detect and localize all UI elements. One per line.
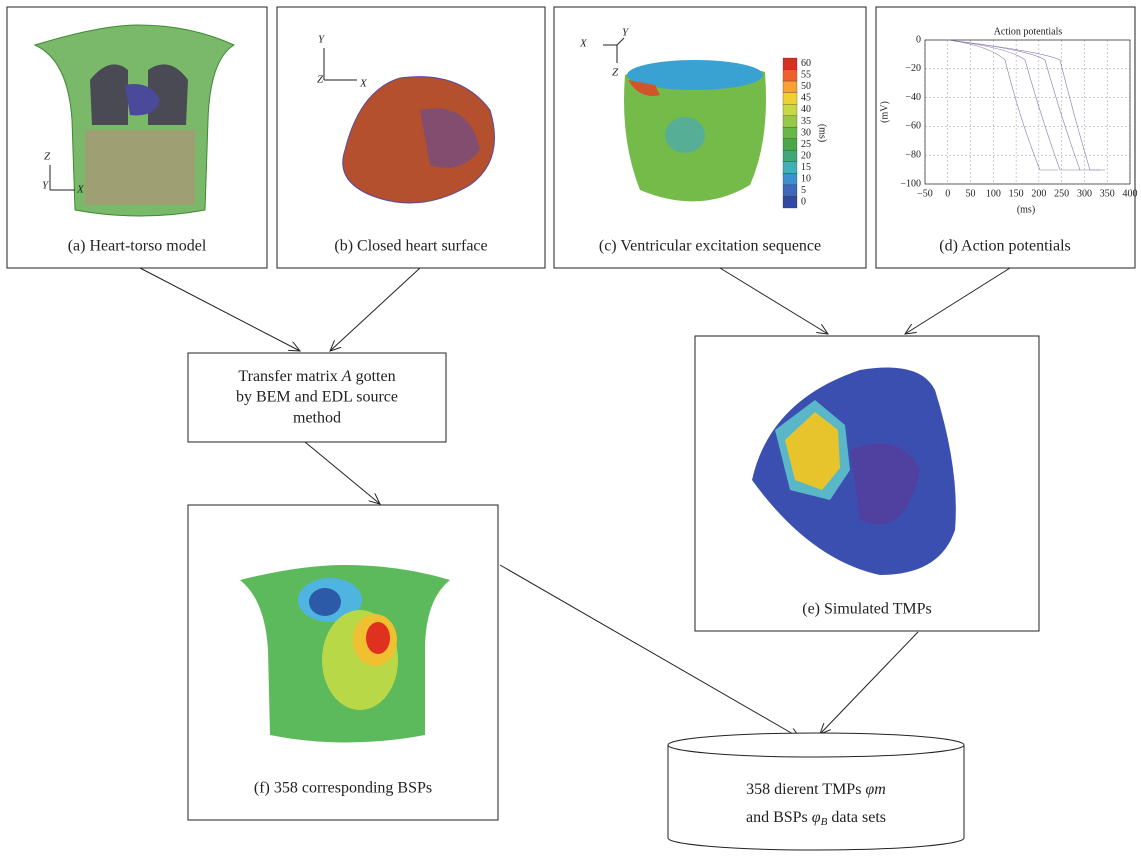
colorbar-label: 35 — [801, 116, 811, 127]
axis-label: Z — [612, 67, 619, 79]
colorbar-label: 55 — [801, 70, 811, 81]
colorbar-label: 40 — [801, 104, 811, 115]
arrow — [140, 268, 300, 351]
colorbar-swatch — [783, 185, 797, 197]
colorbar-swatch — [783, 93, 797, 105]
caption: (f) 358 corresponding BSPs — [254, 780, 432, 797]
text: Transfer matrix — [238, 368, 341, 385]
colorbar-label: 60 — [801, 58, 811, 69]
axis-label: Z — [317, 74, 324, 86]
abdomen — [85, 130, 195, 205]
colorbar-swatch — [783, 104, 797, 116]
y-tick-label: −60 — [905, 121, 921, 132]
axis-label: X — [76, 184, 85, 196]
axis-label: Z — [44, 151, 51, 163]
early-region — [665, 117, 705, 153]
caption: (b) Closed heart surface — [334, 238, 487, 255]
plot-xlabel: (ms) — [1017, 204, 1035, 215]
arrow — [720, 268, 828, 334]
colorbar-swatch — [783, 81, 797, 93]
caption: (e) Simulated TMPs — [802, 601, 931, 618]
colorbar-swatch — [783, 127, 797, 139]
colorbar-swatch — [783, 70, 797, 82]
page: Z Y X (a) Heart-torso model Y Z X (b) Cl… — [0, 0, 1141, 856]
plot-title: Action potentials — [994, 26, 1063, 37]
transfer-line: Transfer matrix A gotten — [238, 368, 395, 385]
transfer-line: by BEM and EDL source — [236, 389, 398, 406]
colorbar-label: 5 — [801, 185, 806, 196]
colorbar-swatch — [783, 116, 797, 128]
colorbar-label: 25 — [801, 139, 811, 150]
caption: (c) Ventricular excitation sequence — [599, 238, 821, 255]
x-tick-label: 400 — [1123, 188, 1138, 199]
arrow — [330, 268, 420, 351]
colorbar-swatch — [783, 162, 797, 174]
colorbar-unit: (ms) — [817, 124, 828, 142]
x-tick-label: 0 — [945, 188, 950, 199]
colorbar-label: 15 — [801, 162, 811, 173]
axis-label: X — [359, 78, 368, 90]
colorbar-swatch — [783, 58, 797, 70]
x-tick-label: 250 — [1054, 188, 1069, 199]
datasets-line: 358 dierent TMPs φm — [746, 781, 886, 798]
y-tick-label: 0 — [916, 34, 921, 45]
text: and BSPs — [746, 809, 812, 826]
colorbar-label: 0 — [801, 197, 806, 208]
colorbar-label: 45 — [801, 93, 811, 104]
text: φm — [865, 781, 885, 798]
axis-label: X — [579, 38, 588, 50]
arrow — [905, 268, 1010, 334]
y-tick-label: −20 — [905, 63, 921, 74]
text: gotten — [352, 368, 396, 385]
caption: (a) Heart-torso model — [68, 238, 207, 255]
colorbar-swatch — [783, 173, 797, 185]
diagram: Z Y X (a) Heart-torso model Y Z X (b) Cl… — [0, 0, 1141, 856]
transfer-line: method — [293, 410, 341, 427]
x-tick-label: 50 — [966, 188, 976, 199]
x-tick-label: 100 — [986, 188, 1001, 199]
colorbar-swatch — [783, 150, 797, 162]
colorbar-swatch — [783, 139, 797, 151]
colorbar-label: 30 — [801, 127, 811, 138]
text: 358 dierent TMPs — [746, 781, 865, 798]
caption: (d) Action potentials — [939, 238, 1071, 255]
text: φ — [812, 809, 821, 826]
colorbar-swatch — [783, 196, 797, 208]
text: A — [341, 368, 352, 385]
panel-d — [876, 7, 1135, 268]
colorbar-label: 20 — [801, 150, 811, 161]
bsp-neg — [309, 588, 341, 616]
arrow — [820, 632, 918, 734]
x-tick-label: 150 — [1009, 188, 1024, 199]
bsp-pos — [366, 622, 390, 654]
y-tick-label: −80 — [905, 149, 921, 160]
plot-ylabel: (mV) — [879, 101, 890, 123]
x-tick-label: 350 — [1100, 188, 1115, 199]
cylinder-top — [668, 733, 964, 757]
x-tick-label: 300 — [1077, 188, 1092, 199]
x-tick-label: 200 — [1031, 188, 1046, 199]
colorbar-label: 50 — [801, 81, 811, 92]
x-tick-label: −50 — [917, 188, 933, 199]
y-tick-label: −40 — [905, 92, 921, 103]
arrow — [305, 442, 380, 504]
colorbar-label: 10 — [801, 173, 811, 184]
text: data sets — [827, 809, 886, 826]
datasets-line: and BSPs φB data sets — [746, 809, 886, 828]
